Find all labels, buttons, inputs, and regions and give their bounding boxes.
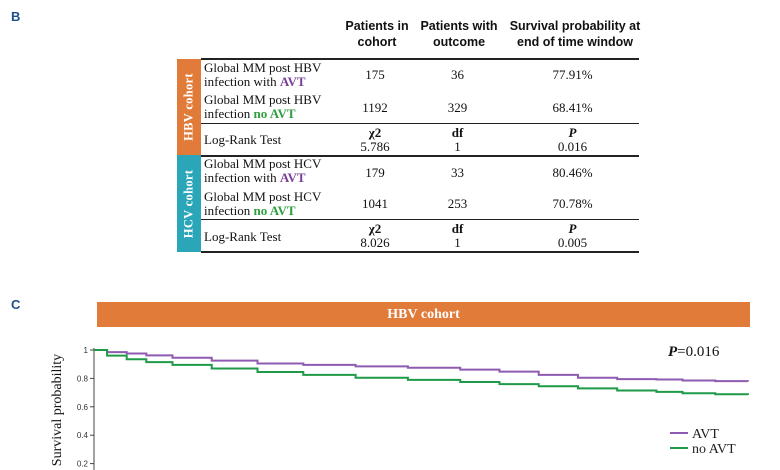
hbv-test-rule xyxy=(201,123,639,124)
hcv-avt-survival: 80.46% xyxy=(552,165,593,180)
y-tick-label: 1 xyxy=(84,346,89,355)
hcv-df-label: df xyxy=(451,221,464,236)
hcv-logrank-label: Log-Rank Test xyxy=(204,229,282,244)
hcv-p: P 0.005 xyxy=(505,222,640,250)
hcv-df: df 1 xyxy=(420,222,495,250)
hbv-cohort-banner: HBV cohort xyxy=(97,302,750,327)
hbv-noavt-outcome: 329 xyxy=(447,100,468,115)
hbv-noavt-survival: 68.41% xyxy=(552,100,593,115)
p-annotation-label: P xyxy=(668,344,678,360)
hcv-noavt-survival: 70.78% xyxy=(552,196,593,211)
legend-label: no AVT xyxy=(692,442,736,457)
hcv-noavt-outcome: 253 xyxy=(447,196,468,211)
hcv-noavt-line1: Global MM post HCV xyxy=(204,189,322,204)
hbv-avt-line2: infection with xyxy=(204,74,280,89)
cohort-separator-rule xyxy=(201,155,639,157)
hcv-cohort-label: HCV cohort xyxy=(177,155,201,252)
y-tick-label: 0.8 xyxy=(77,374,89,383)
survival-line-no-avt xyxy=(94,349,749,396)
hbv-noavt-patients: 1192 xyxy=(362,100,388,115)
hcv-noavt-line2: infection xyxy=(204,203,254,218)
hcv-avt-tag: AVT xyxy=(279,170,306,185)
hcv-chi2-value: 8.026 xyxy=(360,235,390,250)
hbv-p: P 0.016 xyxy=(505,126,640,154)
survival-lines xyxy=(94,349,749,396)
table-bottom-rule xyxy=(201,251,639,253)
hbv-avt-row-label: Global MM post HBV infection with AVT xyxy=(204,61,321,89)
hbv-noavt-tag: no AVT xyxy=(253,106,296,121)
y-axis: 1 0.8 0.6 0.4 0.2 xyxy=(77,346,95,470)
hbv-cohort-label: HBV cohort xyxy=(177,59,201,155)
hcv-avt-patients: 179 xyxy=(365,165,385,180)
hcv-avt-outcome: 33 xyxy=(451,165,464,180)
y-tick-label: 0.4 xyxy=(77,431,89,440)
hcv-p-label: P xyxy=(568,221,577,236)
hbv-logrank-label: Log-Rank Test xyxy=(204,132,282,147)
hcv-avt-line1: Global MM post HCV xyxy=(204,156,322,171)
hcv-noavt-patients: 1041 xyxy=(362,196,388,211)
hbv-df: df 1 xyxy=(420,126,495,154)
hbv-avt-outcome: 36 xyxy=(451,67,464,82)
header-survival: Survival probability at end of time wind… xyxy=(509,19,641,49)
hbv-avt-line1: Global MM post HBV xyxy=(204,60,322,75)
hbv-chi2: χ2 5.786 xyxy=(340,126,410,154)
hbv-noavt-row-label: Global MM post HBV infection no AVT xyxy=(204,93,321,121)
legend-label: AVT xyxy=(692,427,719,442)
hbv-p-label: P xyxy=(568,125,577,140)
hbv-avt-tag: AVT xyxy=(279,74,306,89)
y-tick-label: 0.2 xyxy=(77,460,89,469)
table-top-rule xyxy=(201,58,639,60)
panel-b-letter: B xyxy=(11,9,21,24)
hbv-noavt-line1: Global MM post HBV xyxy=(204,92,322,107)
hcv-test-rule xyxy=(201,219,639,220)
hbv-chi2-label: χ2 xyxy=(368,125,382,140)
hbv-df-value: 1 xyxy=(454,139,461,154)
hcv-avt-row-label: Global MM post HCV infection with AVT xyxy=(204,157,321,185)
panel-c-letter: C xyxy=(11,297,21,312)
survival-line-avt xyxy=(94,349,749,383)
header-outcome: Patients with outcome xyxy=(420,19,498,49)
hbv-chi2-value: 5.786 xyxy=(360,139,390,154)
hbv-p-value: 0.016 xyxy=(557,139,588,154)
hbv-df-label: df xyxy=(451,125,464,140)
header-patients: Patients in cohort xyxy=(345,19,409,49)
hcv-chi2-label: χ2 xyxy=(368,221,382,236)
p-value-annotation: P=0.016 xyxy=(668,344,719,361)
p-annotation-value: =0.016 xyxy=(677,344,720,360)
hcv-noavt-row-label: Global MM post HCV infection no AVT xyxy=(204,190,321,218)
hbv-avt-patients: 175 xyxy=(365,67,385,82)
y-tick-label: 0.6 xyxy=(77,403,89,412)
hcv-avt-line2: infection with xyxy=(204,170,280,185)
hcv-chi2: χ2 8.026 xyxy=(340,222,410,250)
hcv-df-value: 1 xyxy=(454,235,461,250)
hbv-noavt-line2: infection xyxy=(204,106,254,121)
hcv-p-value: 0.005 xyxy=(557,235,588,250)
hbv-avt-survival: 77.91% xyxy=(552,67,593,82)
hcv-noavt-tag: no AVT xyxy=(253,203,296,218)
